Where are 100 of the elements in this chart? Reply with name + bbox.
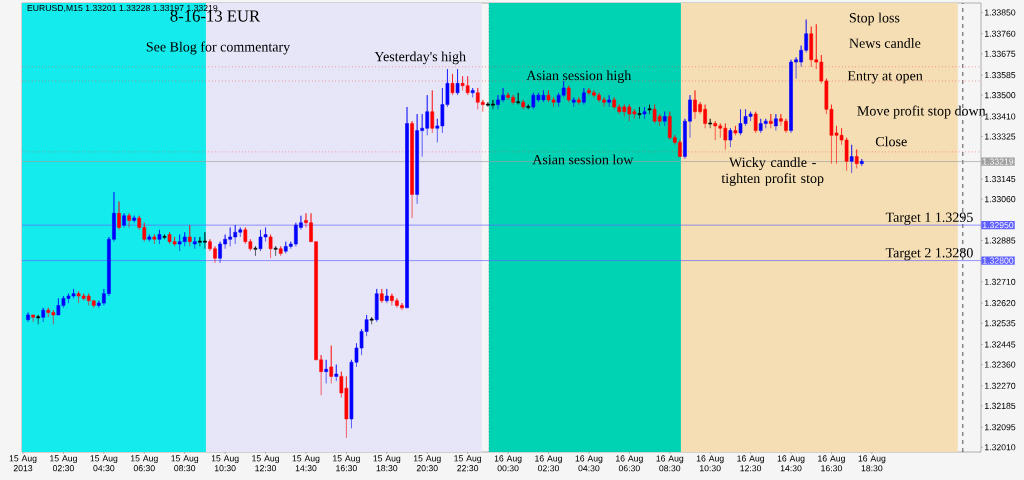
candlestick bbox=[854, 149, 859, 169]
candlestick bbox=[582, 87, 586, 105]
annotation: Wicky candle - tighten profit stop bbox=[721, 157, 824, 186]
y-tick-label: 1.32360 bbox=[985, 361, 1016, 368]
x-tick-label: 16 Aug 08:30 bbox=[656, 455, 684, 472]
x-tick-label: 16 Aug 14:30 bbox=[777, 455, 805, 472]
candlestick bbox=[192, 236, 197, 250]
candlestick bbox=[405, 106, 409, 309]
x-tick-label: 16 Aug 12:30 bbox=[737, 455, 765, 472]
annotation: Asian session low bbox=[532, 154, 634, 165]
annotation: Close bbox=[875, 136, 907, 147]
x-tick-label: 16 Aug 06:30 bbox=[616, 455, 643, 472]
x-tick-label: 16 Aug 00:30 bbox=[494, 455, 522, 472]
candlestick bbox=[374, 288, 379, 323]
candlestick bbox=[470, 87, 475, 98]
y-tick-label: 1.32095 bbox=[985, 424, 1016, 431]
y-tick-label: 1.33410 bbox=[985, 113, 1016, 120]
x-tick-label: 15 Aug 06:30 bbox=[130, 455, 158, 472]
candlestick bbox=[763, 118, 768, 129]
annotation: Yesterday's high bbox=[374, 51, 466, 65]
candlestick bbox=[577, 97, 581, 105]
candlestick bbox=[162, 234, 167, 240]
y-tick-label: 1.33325 bbox=[985, 133, 1016, 140]
candlestick bbox=[187, 224, 192, 247]
x-tick-label: 15 Aug 14:30 bbox=[292, 455, 320, 472]
x-tick-label: 15 Aug 18:30 bbox=[373, 455, 401, 472]
x-tick-label: 15 Aug 10:30 bbox=[211, 455, 239, 472]
annotation: Stop loss bbox=[849, 12, 900, 26]
candlestick bbox=[127, 213, 131, 228]
x-tick-label: 16 Aug 04:30 bbox=[575, 455, 603, 472]
x-tick-label: 15 Aug 02:30 bbox=[50, 455, 77, 472]
ref-line-label: 1.32950 bbox=[983, 222, 1014, 229]
candlestick bbox=[521, 99, 526, 110]
y-tick-label: 1.33500 bbox=[985, 92, 1016, 99]
x-tick-label: 15 Aug 20:30 bbox=[413, 455, 441, 472]
candlestick bbox=[708, 118, 712, 129]
candlestick bbox=[662, 111, 667, 127]
candlestick bbox=[379, 288, 384, 304]
candlestick bbox=[607, 94, 611, 108]
y-tick-label: 1.32270 bbox=[985, 382, 1016, 389]
candlestick bbox=[26, 312, 30, 323]
x-tick-label: 15 Aug 04:30 bbox=[90, 455, 118, 472]
candlestick bbox=[733, 125, 738, 136]
y-tick-label: 1.32185 bbox=[985, 402, 1016, 409]
candlestick bbox=[117, 201, 121, 231]
x-tick-label: 15 Aug 08:30 bbox=[171, 455, 199, 472]
x-tick-label: 15 Aug 2013 bbox=[9, 455, 37, 472]
candlestick bbox=[324, 359, 328, 384]
candlestick bbox=[132, 215, 136, 224]
y-tick-label: 1.33145 bbox=[985, 176, 1016, 183]
candlestick bbox=[253, 246, 258, 257]
y-tick-label: 1.32620 bbox=[985, 300, 1016, 307]
annotation: News candle bbox=[849, 38, 921, 48]
y-tick-label: 1.32010 bbox=[985, 444, 1016, 451]
candlestick bbox=[268, 234, 273, 259]
annotation: Entry at open bbox=[847, 71, 923, 84]
x-tick-label: 16 Aug 18:30 bbox=[858, 455, 886, 472]
candlestick bbox=[774, 113, 778, 131]
x-tick-label: 15 Aug 22:30 bbox=[454, 455, 482, 472]
x-tick-label: 16 Aug 16:30 bbox=[818, 455, 845, 472]
candlestick bbox=[728, 127, 733, 148]
annotation: Asian session high bbox=[526, 70, 632, 84]
x-tick-label: 16 Aug 10:30 bbox=[696, 455, 724, 472]
candlestick bbox=[410, 120, 414, 219]
candlestick bbox=[516, 92, 520, 105]
candlestick bbox=[526, 104, 531, 110]
ref-line-label: 1.32800 bbox=[983, 257, 1014, 264]
candlestick bbox=[278, 246, 283, 257]
candlestick bbox=[385, 288, 389, 304]
candlestick bbox=[647, 104, 652, 115]
y-tick-label: 1.33675 bbox=[985, 50, 1016, 57]
candlestick bbox=[637, 106, 642, 120]
candlestick bbox=[41, 307, 46, 323]
annotation: Target 1 1.3295 bbox=[885, 212, 973, 225]
candlestick bbox=[329, 345, 334, 384]
candlestick bbox=[152, 234, 157, 245]
candlestick bbox=[849, 144, 854, 174]
x-tick-label: 15 Aug 12:30 bbox=[252, 455, 279, 472]
y-tick-label: 1.32885 bbox=[985, 237, 1016, 244]
candlestick bbox=[713, 120, 718, 141]
candlestick bbox=[571, 97, 576, 108]
y-tick-label: 1.33060 bbox=[985, 196, 1016, 203]
candlestick bbox=[430, 90, 435, 134]
candlestick bbox=[36, 314, 40, 325]
ref-line-label: 1.33219 bbox=[983, 158, 1014, 165]
candlestick bbox=[147, 234, 152, 242]
candlestick bbox=[31, 314, 35, 323]
candlestick bbox=[369, 317, 374, 325]
y-tick-label: 1.33850 bbox=[985, 9, 1016, 16]
candlestick bbox=[566, 85, 571, 103]
candlestick bbox=[455, 68, 460, 96]
candlestick bbox=[157, 229, 162, 245]
candlestick bbox=[122, 213, 126, 228]
y-tick-label: 1.32535 bbox=[985, 320, 1016, 327]
candlestick bbox=[273, 246, 278, 257]
annotation: Target 2 1.3280 bbox=[885, 247, 973, 261]
y-tick-label: 1.33760 bbox=[985, 30, 1016, 37]
candlestick bbox=[753, 111, 758, 134]
y-tick-label: 1.32445 bbox=[985, 341, 1016, 348]
y-tick-label: 1.32710 bbox=[985, 278, 1016, 285]
